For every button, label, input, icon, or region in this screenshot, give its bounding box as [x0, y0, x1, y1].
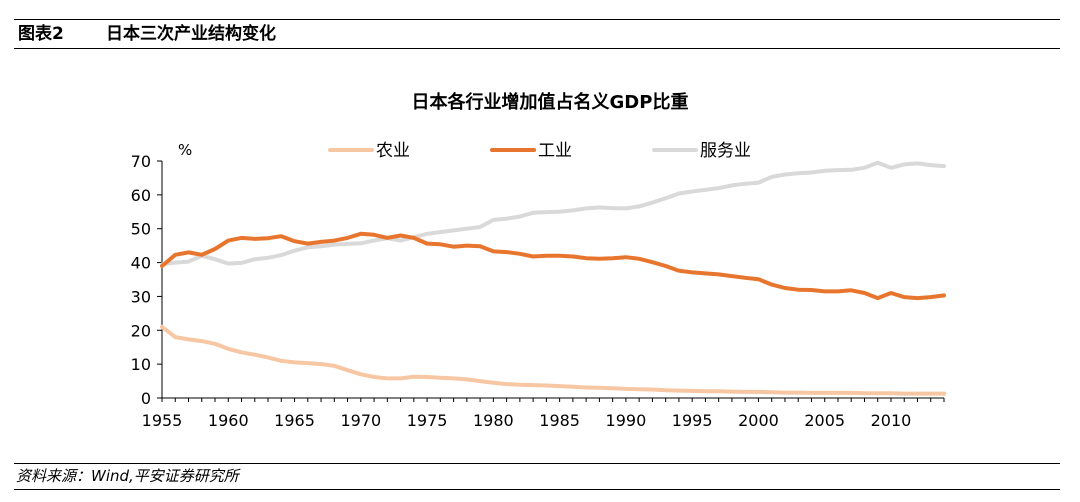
top-rule — [14, 19, 1060, 20]
series-line-agriculture — [160, 324, 946, 396]
x-tick-label: 1980 — [473, 411, 514, 430]
legend: 农业 工业 服务业 — [328, 141, 751, 161]
y-tick-label: 0 — [141, 389, 151, 408]
chart-title: 日本各行业增加值占名义GDP比重 — [412, 91, 689, 113]
x-tick-label: 1970 — [340, 411, 381, 430]
x-tick-label: 1975 — [407, 411, 448, 430]
axes: 0 10 20 30 40 50 60 70 1955 1960 1965 1970 1975 1980 1… — [131, 152, 945, 430]
legend-label-industry: 工业 — [538, 141, 572, 161]
y-tick-label: 10 — [131, 355, 151, 374]
x-tick-label: 1995 — [672, 411, 713, 430]
y-tick-label: 40 — [131, 254, 151, 273]
y-axis-unit-label: % — [178, 141, 192, 159]
series-line-industry — [160, 231, 946, 301]
figure-title: 日本三次产业结构变化 — [106, 24, 276, 44]
y-tick-label: 20 — [131, 321, 151, 340]
figure-number: 图表2 — [18, 24, 64, 44]
x-tick-label: 1965 — [274, 411, 315, 430]
x-tick-label: 2005 — [804, 411, 845, 430]
x-tick-label: 1990 — [606, 411, 647, 430]
y-tick-label: 70 — [131, 152, 151, 171]
legend-label-agriculture: 农业 — [376, 141, 410, 161]
x-tick-label: 1960 — [208, 411, 249, 430]
figure-header: 图表2 日本三次产业结构变化 — [14, 21, 1060, 47]
footer-rule-bottom — [14, 489, 1060, 490]
footer-rule — [14, 463, 1060, 464]
x-tick-label: 2010 — [871, 411, 912, 430]
x-tick-label: 2000 — [738, 411, 779, 430]
y-tick-label: 30 — [131, 287, 151, 306]
header-rule — [14, 48, 1060, 49]
legend-label-services: 服务业 — [700, 141, 751, 161]
y-tick-label: 50 — [131, 220, 151, 239]
x-tick-label: 1955 — [142, 411, 183, 430]
series-lines — [160, 160, 946, 396]
series-line-services — [160, 160, 946, 267]
source-note: 资料来源：Wind,平安证券研究所 — [16, 467, 239, 485]
x-tick-label: 1985 — [539, 411, 580, 430]
y-tick-label: 60 — [131, 186, 151, 205]
